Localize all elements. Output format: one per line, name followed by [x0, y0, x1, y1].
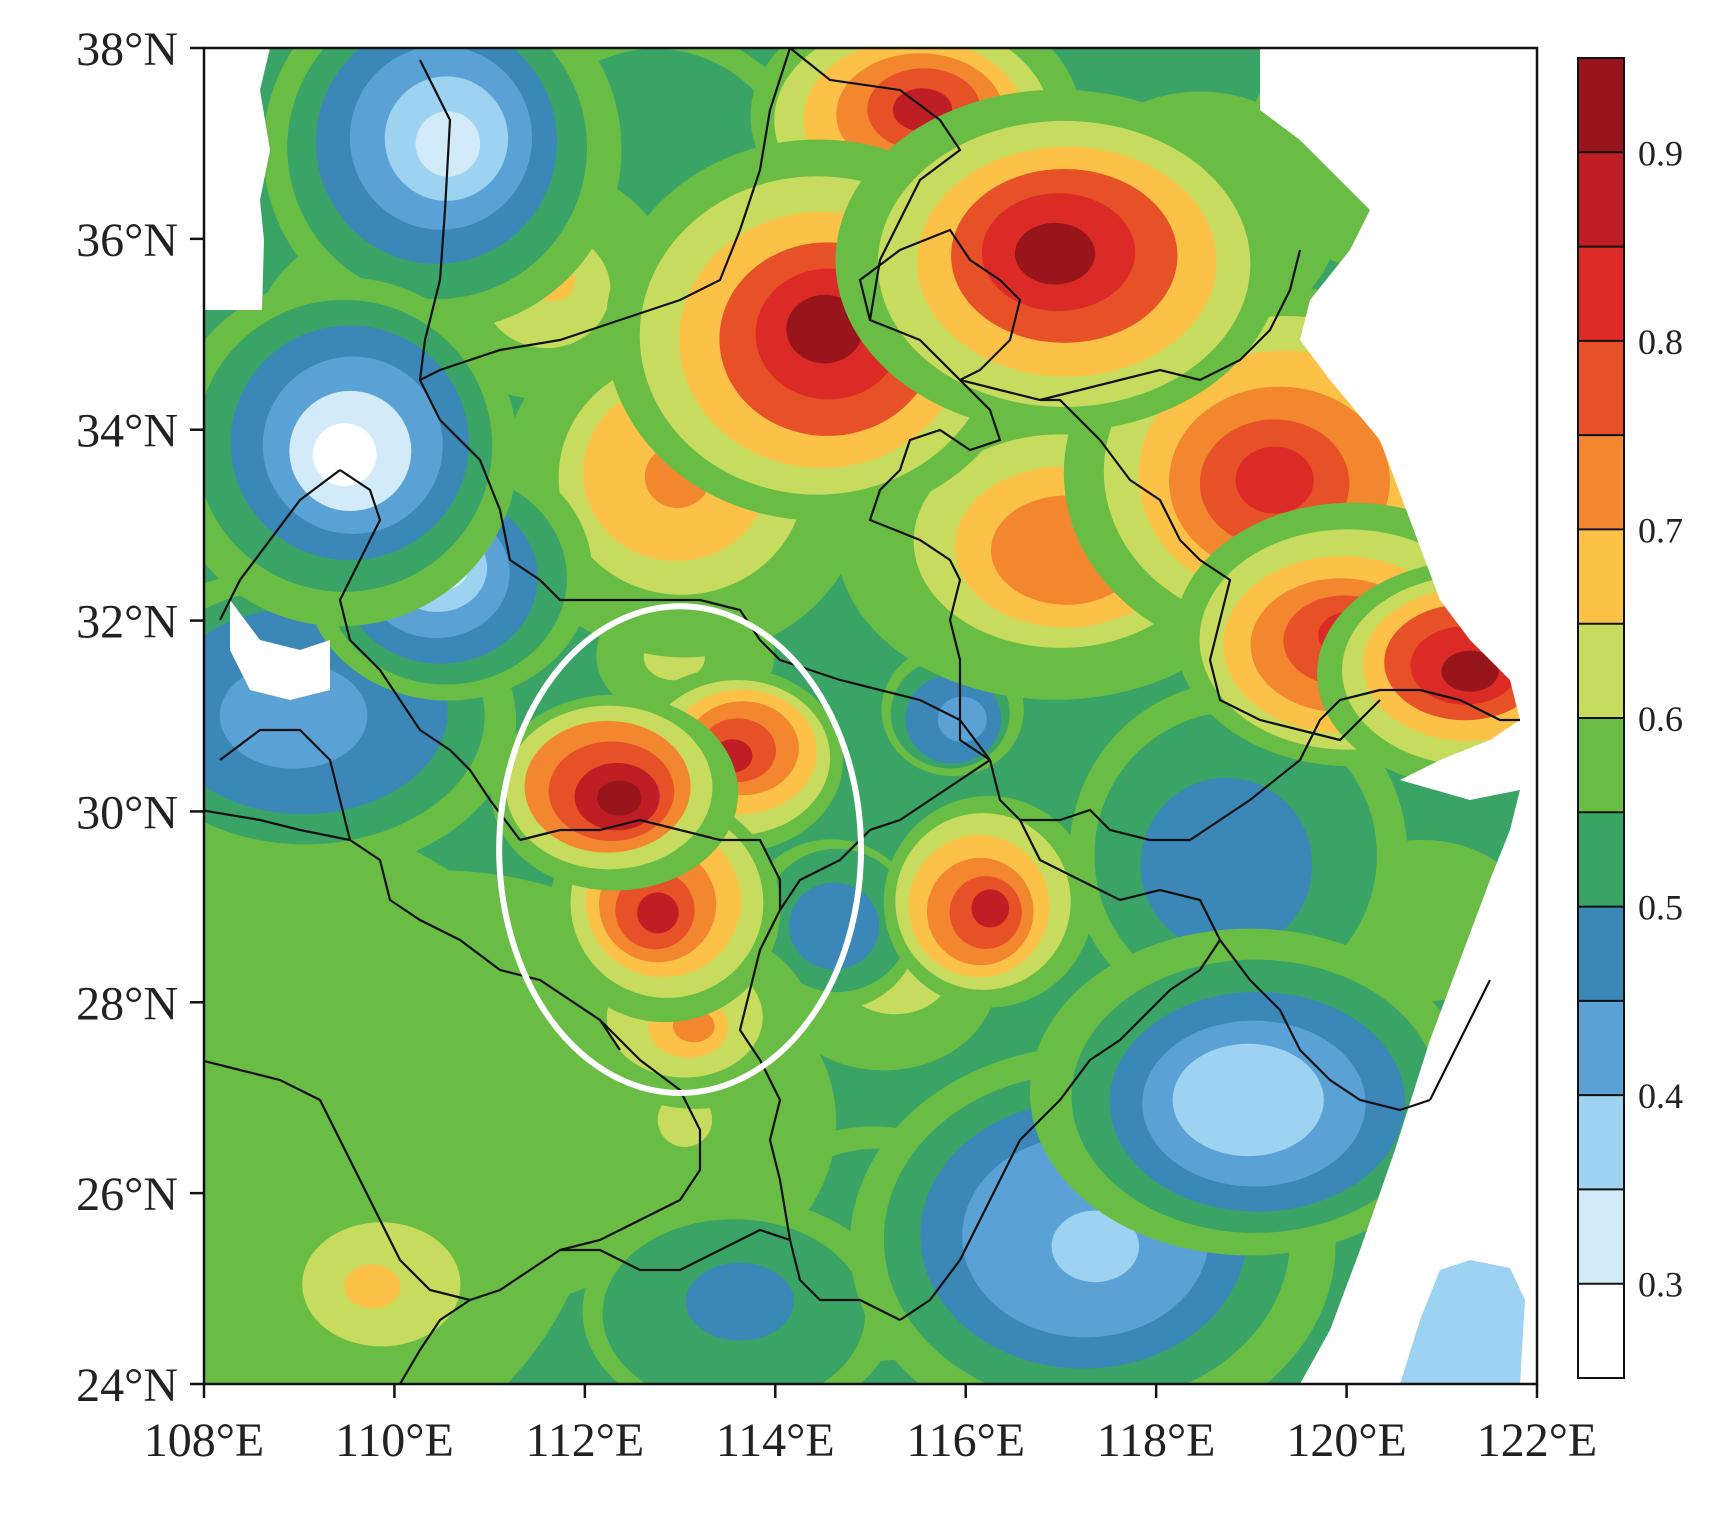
colorbar-segment: [1578, 1283, 1624, 1379]
west-blank-region: [230, 600, 330, 700]
province-borders: [204, 48, 1520, 1384]
colorbar-label: 0.8: [1638, 322, 1683, 362]
colorbar-segment: [1578, 340, 1624, 436]
colorbar-segment: [1578, 1189, 1624, 1285]
lat-tick-label: 36°N: [76, 214, 178, 267]
field-blob: [1317, 560, 1537, 789]
contour-ring: [344, 1264, 401, 1309]
field-blob: [204, 277, 519, 627]
contour-ring: [637, 892, 679, 934]
lon-tick-label: 108°E: [144, 1414, 265, 1467]
field-blob: [263, 48, 622, 331]
colorbar-segment: [1578, 718, 1624, 813]
contour-ring: [1205, 1064, 1285, 1124]
ocean-mask: [204, 48, 1537, 1384]
colorbar-segment: [1578, 1095, 1624, 1190]
taiwan-island: [1400, 1260, 1525, 1384]
field-blob: [1069, 681, 1408, 1025]
lon-tick-label: 120°E: [1286, 1414, 1407, 1467]
lon-tick-label: 116°E: [906, 1414, 1025, 1467]
lat-tick-label: 34°N: [76, 405, 178, 458]
lon-tick-label: 118°E: [1097, 1414, 1216, 1467]
contour-ring: [255, 693, 334, 749]
colorbar-label: 0.9: [1638, 133, 1683, 173]
contour-ring: [312, 423, 377, 487]
lat-tick-label: 28°N: [76, 977, 178, 1030]
contour-ring: [383, 1052, 494, 1133]
colorbar-label: 0.6: [1638, 699, 1683, 739]
colorbar-segment: [1578, 812, 1624, 908]
colorbar-segment: [1578, 529, 1624, 625]
colorbar-segment: [1578, 435, 1624, 530]
lat-tick-label: 24°N: [76, 1359, 178, 1412]
lon-tick-label: 110°E: [335, 1414, 454, 1467]
map-panel: [202, 46, 1539, 1386]
highlight-ellipse: [496, 603, 864, 1096]
east-sea: [1260, 48, 1537, 1384]
contour-ring: [971, 889, 1010, 928]
field-blob: [742, 839, 921, 1011]
colorbar-segment: [1578, 246, 1624, 342]
field-blob: [883, 795, 1094, 1008]
contour-ring: [597, 780, 642, 816]
contour-ring: [1441, 650, 1499, 692]
contour-ring: [1051, 1210, 1139, 1283]
contour-ring: [1408, 912, 1448, 943]
latitude-axis: 38°N 36°N 34°N 32°N 30°N 28°N 26°N 24°N: [76, 23, 204, 1412]
contour-ring: [1235, 446, 1314, 514]
nw-blank-region: [204, 48, 270, 310]
contour-ring: [786, 294, 863, 364]
lon-tick-label: 122°E: [1477, 1414, 1598, 1467]
field-blob: [1029, 928, 1470, 1256]
lat-tick-label: 38°N: [76, 23, 178, 76]
contour-ring: [714, 1284, 772, 1325]
colorbar-segment: [1578, 1000, 1624, 1096]
lat-tick-label: 32°N: [76, 596, 178, 649]
field-blob: [835, 89, 1282, 432]
contour-ring: [1203, 827, 1265, 889]
field-blob: [490, 694, 739, 891]
colorbar-label: 0.5: [1638, 888, 1683, 928]
lon-tick-label: 114°E: [716, 1414, 835, 1467]
colorbar: 0.3 0.4 0.5 0.6 0.7 0.8 0.9: [1577, 57, 1683, 1379]
colorbar-segment: [1578, 58, 1624, 153]
colorbar-label: 0.7: [1638, 510, 1683, 550]
colorbar-segment: [1578, 906, 1624, 1002]
colorbar-segment: [1578, 152, 1624, 248]
field-blob: [213, 1171, 526, 1384]
colorbar-segment: [1578, 623, 1624, 719]
colorbar-frame: [1577, 57, 1625, 1379]
map-frame: [202, 46, 1539, 1386]
longitude-axis: 108°E 110°E 112°E 114°E 116°E 118°E 120°E 122°E: [144, 1384, 1598, 1467]
colorbar-label: 0.4: [1638, 1076, 1683, 1116]
colorbar-label: 0.3: [1638, 1265, 1683, 1305]
lon-tick-label: 112°E: [525, 1414, 644, 1467]
contour-ring: [810, 915, 843, 947]
lat-tick-label: 26°N: [76, 1168, 178, 1221]
lat-tick-label: 30°N: [76, 786, 178, 839]
contour-ring: [1014, 222, 1096, 285]
field-blob: [582, 1198, 897, 1384]
